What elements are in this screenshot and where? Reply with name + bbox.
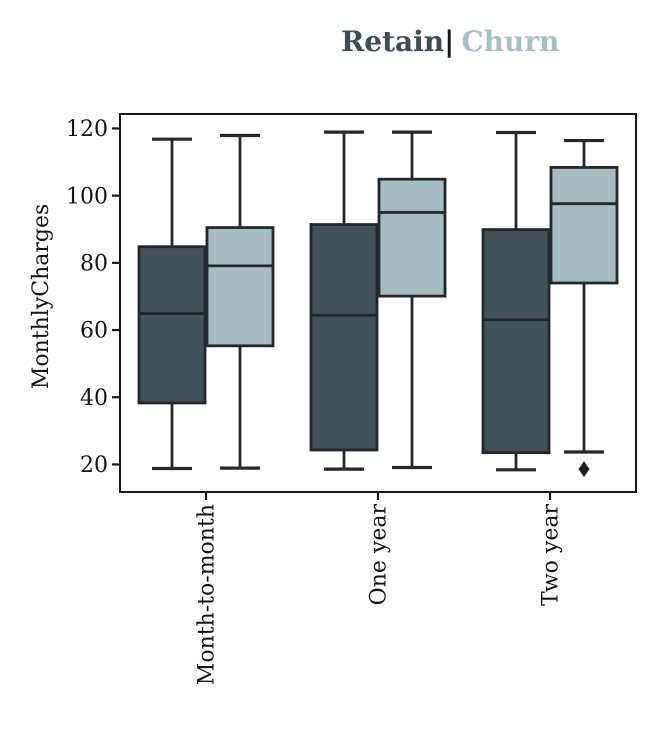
- y-tick-label-80: 80: [80, 252, 108, 277]
- legend-churn-label: Churn: [461, 25, 560, 58]
- y-tick-label-20: 20: [80, 453, 108, 478]
- x-tick-label-two-year: Two year: [539, 504, 564, 607]
- box-churn-two-year: [549, 138, 619, 478]
- iqr-box: [481, 228, 551, 455]
- y-tick-label-40: 40: [80, 386, 108, 411]
- box-churn-one-year: [377, 130, 447, 470]
- iqr-box: [377, 177, 447, 298]
- iqr-box: [309, 223, 379, 452]
- x-tick-label-month-to-month: Month-to-month: [195, 504, 220, 685]
- y-tick-label-100: 100: [66, 184, 108, 209]
- iqr-box: [205, 226, 275, 348]
- box-retain-two-year: [481, 130, 551, 472]
- box-retain-one-year: [309, 130, 379, 471]
- outlier-diamond: [578, 461, 590, 478]
- y-axis-label: MonthlyCharges: [29, 204, 54, 389]
- x-tick-label-one-year: One year: [367, 504, 392, 606]
- box-retain-month-to-month: [137, 137, 207, 471]
- chart-title: Retain| Churn: [341, 25, 559, 58]
- box-churn-month-to-month: [205, 133, 275, 470]
- iqr-box: [137, 245, 207, 405]
- iqr-box: [549, 166, 619, 285]
- legend-separator: |: [444, 25, 455, 58]
- y-tick-label-120: 120: [66, 117, 108, 142]
- y-tick-label-60: 60: [80, 319, 108, 344]
- legend-retain-label: Retain: [341, 25, 445, 58]
